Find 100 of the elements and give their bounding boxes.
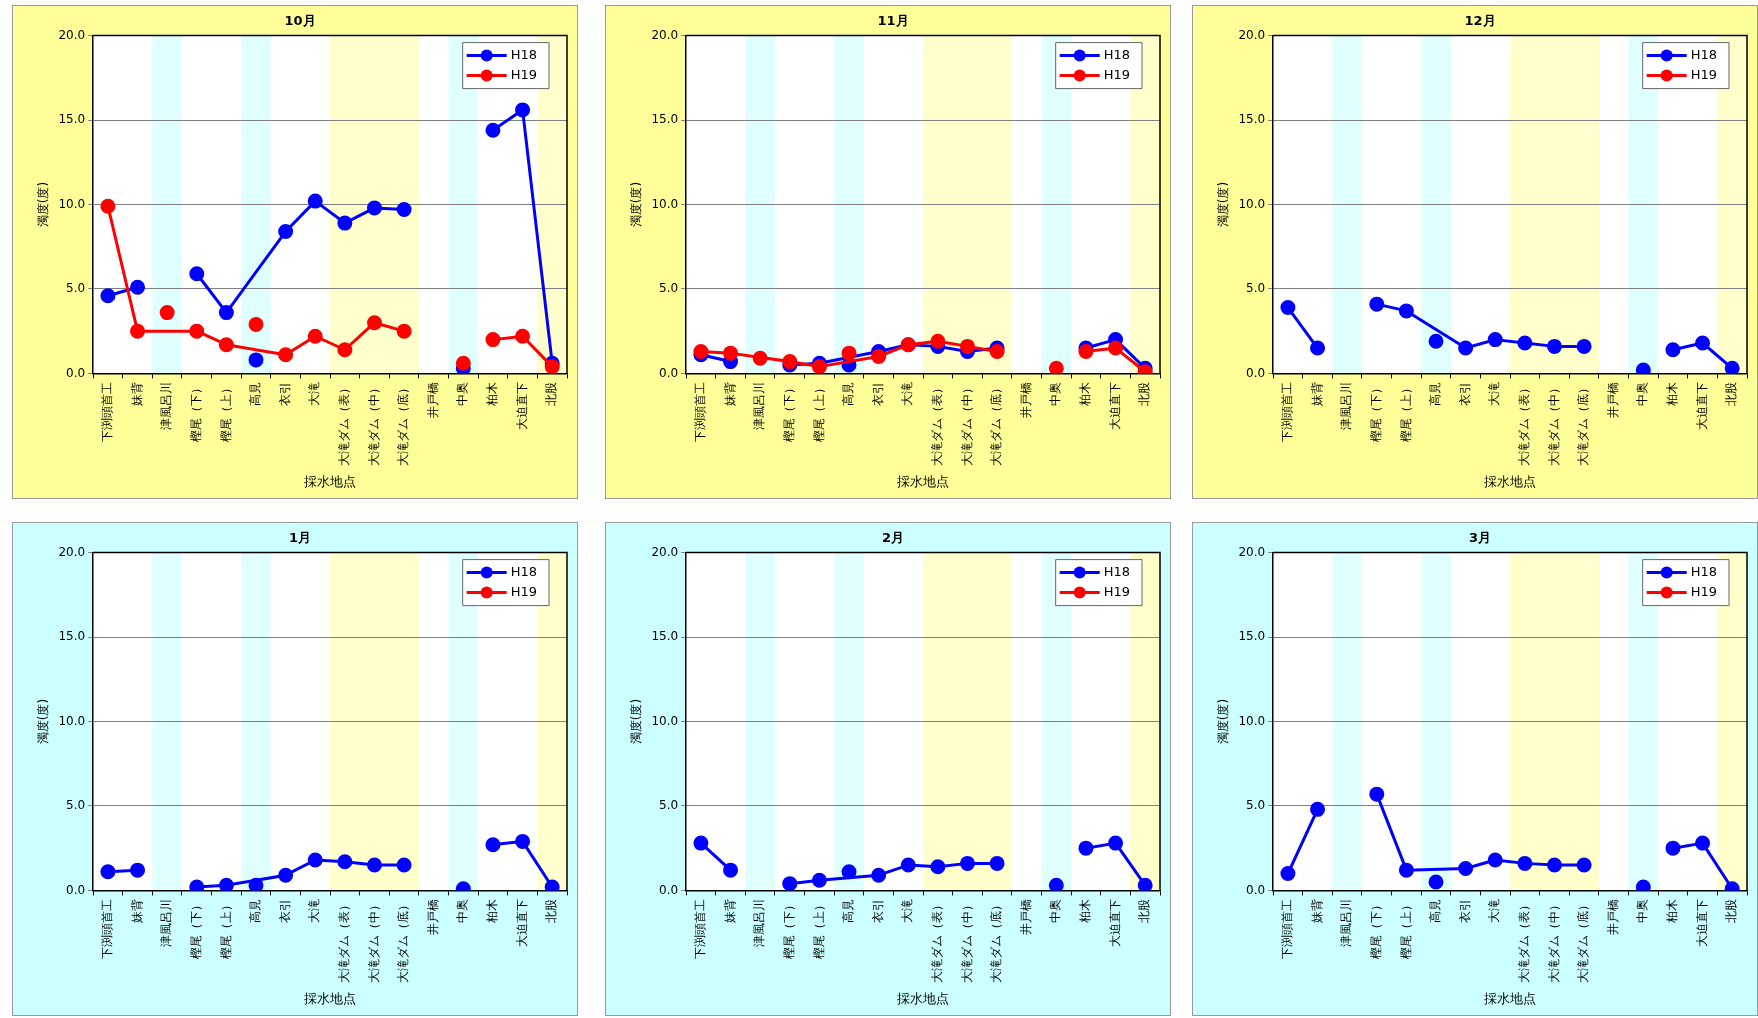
y-axis-title: 濁度(度) — [36, 698, 51, 745]
x-tick-label: 樫尾（上） — [811, 899, 826, 960]
y-axis-title: 濁度(度) — [629, 181, 644, 228]
x-tick-label: 大迫直下 — [1107, 382, 1122, 431]
chart-title: 2月 — [881, 530, 905, 546]
x-tick-label: 大滝ダム（底） — [989, 899, 1004, 984]
y-tick-label: 15.0 — [1238, 112, 1266, 127]
y-tick-label: 20.0 — [651, 544, 679, 559]
x-tick-label: 井戸橋 — [425, 382, 440, 419]
x-tick-label: 中奥 — [1635, 899, 1650, 924]
x-tick-label: 大滝ダム（中） — [959, 382, 974, 467]
x-axis-title: 採水地点 — [304, 990, 357, 1006]
legend-label: H18 — [1690, 563, 1718, 579]
x-tick-label: 井戸橋 — [1018, 899, 1033, 936]
x-tick-label: 大滝ダム（中） — [1546, 382, 1561, 467]
y-axis-title: 濁度(度) — [629, 698, 644, 745]
x-tick-label: 下渕頭首工 — [693, 899, 708, 960]
x-tick-label: 樫尾（上） — [1398, 382, 1413, 443]
x-tick-label: 高見 — [841, 899, 856, 924]
x-tick-label: 中奥 — [455, 382, 470, 407]
y-tick-label: 0.0 — [66, 882, 86, 897]
x-tick-label: 津風呂川 — [159, 899, 174, 948]
y-tick-label: 0.0 — [1246, 882, 1266, 897]
x-tick-label: 大迫直下 — [1107, 899, 1122, 948]
y-axis-title: 濁度(度) — [1216, 698, 1231, 745]
x-tick-label: 大滝ダム（底） — [989, 382, 1004, 467]
x-tick-label: 大滝 — [307, 899, 322, 924]
y-tick-label: 20.0 — [1238, 544, 1266, 559]
y-tick-label: 20.0 — [58, 544, 86, 559]
x-tick-label: 下渕頭首工 — [100, 382, 115, 443]
x-tick-label: 井戸橋 — [425, 899, 440, 936]
y-tick-label: 5.0 — [659, 281, 679, 296]
x-tick-label: 高見 — [1428, 899, 1443, 924]
legend-label: H18 — [1103, 46, 1131, 62]
y-tick-label: 15.0 — [651, 629, 679, 644]
y-tick-label: 10.0 — [1238, 713, 1266, 728]
x-tick-label: 北股 — [1137, 382, 1152, 407]
x-tick-label: 中奥 — [1048, 899, 1063, 924]
y-tick-label: 0.0 — [66, 365, 86, 380]
x-axis-title: 採水地点 — [1484, 473, 1537, 489]
y-tick-label: 5.0 — [659, 798, 679, 813]
x-tick-label: 大滝ダム（底） — [396, 899, 411, 984]
chart-title: 12月 — [1464, 13, 1496, 29]
y-tick-label: 5.0 — [66, 798, 86, 813]
x-tick-label: 井戸橋 — [1018, 382, 1033, 419]
x-tick-label: 大滝ダム（表） — [1516, 382, 1531, 467]
x-tick-label: 大滝ダム（表） — [336, 382, 351, 467]
x-tick-label: 大滝ダム（表） — [929, 382, 944, 467]
y-tick-label: 0.0 — [659, 882, 679, 897]
x-tick-label: 大滝 — [1487, 382, 1502, 407]
legend-label: H19 — [510, 583, 538, 599]
x-tick-label: 津風呂川 — [752, 899, 767, 948]
chart-title: 3月 — [1468, 530, 1492, 546]
x-tick-label: 下渕頭首工 — [1280, 899, 1295, 960]
x-tick-label: 北股 — [1137, 899, 1152, 924]
x-tick-label: 樫尾（下） — [1368, 899, 1383, 960]
x-tick-label: 高見 — [841, 382, 856, 407]
y-tick-label: 15.0 — [651, 112, 679, 127]
legend-label: H18 — [510, 563, 538, 579]
x-tick-label: 樫尾（下） — [781, 382, 796, 443]
x-tick-label: 衣引 — [870, 899, 885, 924]
x-tick-label: 北股 — [544, 899, 559, 924]
legend-label: H19 — [1103, 583, 1131, 599]
y-tick-label: 15.0 — [58, 112, 86, 127]
x-tick-label: 北股 — [1724, 382, 1739, 407]
x-tick-label: 下渕頭首工 — [100, 899, 115, 960]
x-tick-label: 妹背 — [1309, 899, 1324, 924]
legend-label: H18 — [510, 46, 538, 62]
legend-label: H19 — [1103, 66, 1131, 82]
y-axis-title: 濁度(度) — [1216, 181, 1231, 228]
x-tick-label: 樫尾（上） — [218, 382, 233, 443]
chart-title: 1月 — [288, 530, 312, 546]
y-tick-label: 15.0 — [1238, 629, 1266, 644]
y-tick-label: 5.0 — [1246, 281, 1266, 296]
x-axis-title: 採水地点 — [897, 990, 950, 1006]
x-tick-label: 高見 — [248, 382, 263, 407]
x-tick-label: 大滝ダム（底） — [1576, 382, 1591, 467]
legend-label: H18 — [1103, 563, 1131, 579]
x-tick-label: 津風呂川 — [752, 382, 767, 431]
x-tick-label: 柏木 — [485, 382, 500, 408]
x-tick-label: 柏木 — [1078, 382, 1093, 408]
x-tick-label: 大滝ダム（表） — [1516, 899, 1531, 984]
x-tick-label: 大滝ダム（底） — [1576, 899, 1591, 984]
x-tick-label: 大滝ダム（表） — [929, 899, 944, 984]
y-tick-label: 5.0 — [1246, 798, 1266, 813]
x-tick-label: 大滝ダム（中） — [366, 899, 381, 984]
x-tick-label: 高見 — [1428, 382, 1443, 407]
x-tick-label: 下渕頭首工 — [693, 382, 708, 443]
legend-label: H19 — [1690, 583, 1718, 599]
x-tick-label: 樫尾（下） — [781, 899, 796, 960]
y-tick-label: 0.0 — [659, 365, 679, 380]
y-axis-title: 濁度(度) — [36, 181, 51, 228]
x-tick-label: 大滝 — [900, 382, 915, 407]
x-tick-label: 大滝ダム（中） — [959, 899, 974, 984]
x-tick-label: 妹背 — [722, 899, 737, 924]
x-tick-label: 樫尾（上） — [1398, 899, 1413, 960]
x-tick-label: 下渕頭首工 — [1280, 382, 1295, 443]
y-tick-label: 20.0 — [1238, 27, 1266, 42]
x-axis-title: 採水地点 — [1484, 990, 1537, 1006]
x-tick-label: 大滝ダム（底） — [396, 382, 411, 467]
